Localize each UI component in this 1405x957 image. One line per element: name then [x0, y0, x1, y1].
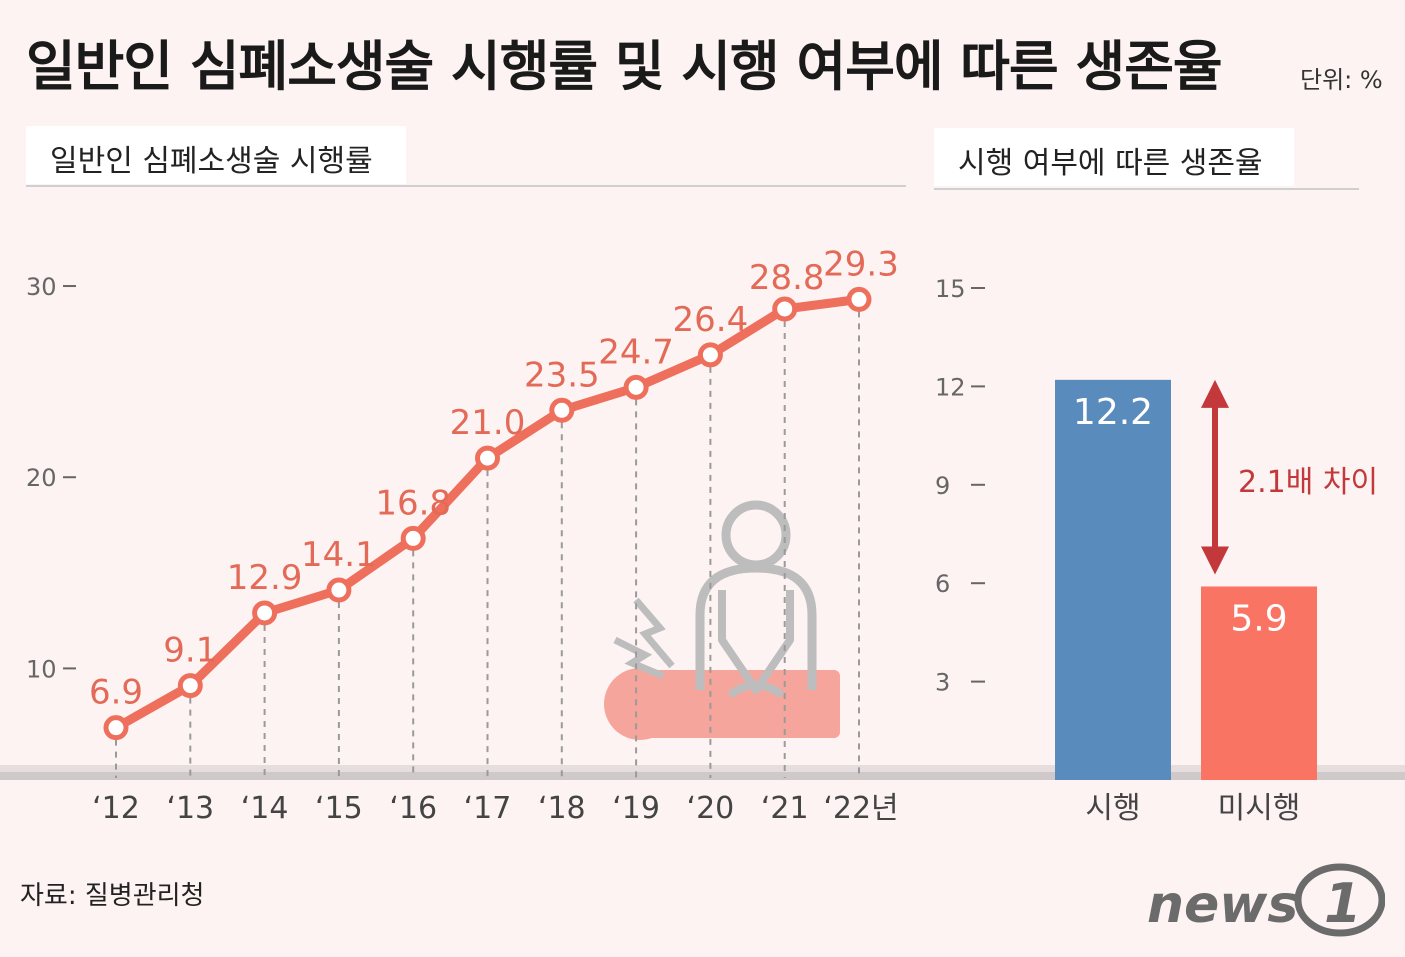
line-xtick-label: ‘22년 — [823, 791, 898, 826]
line-point — [252, 600, 278, 626]
line-value-label: 24.7 — [598, 332, 674, 372]
line-point — [475, 445, 500, 471]
line-xtick-label: ‘13 — [166, 791, 214, 826]
line-value-label: 12.9 — [227, 558, 303, 598]
line-value-label: 9.1 — [163, 631, 217, 671]
baseline-shadow — [0, 765, 1405, 772]
line-value-label: 29.3 — [823, 244, 899, 284]
line-point — [103, 715, 129, 741]
source-text: 자료: 질병관리청 — [20, 881, 205, 911]
bar-ytick-label: 12 — [935, 373, 966, 401]
bar-not-performed — [1201, 586, 1317, 780]
line-point — [326, 577, 352, 603]
cpr-person-icon — [604, 500, 840, 740]
line-xtick-label: ‘15 — [315, 791, 363, 826]
line-point — [772, 296, 798, 322]
line-value-label: 26.4 — [673, 300, 749, 340]
line-xtick-label: ‘16 — [389, 791, 437, 826]
line-value-label: 28.8 — [749, 258, 825, 298]
line-value-label: 6.9 — [89, 673, 143, 713]
line-value-label: 23.5 — [524, 355, 600, 395]
baseline — [0, 772, 1405, 780]
line-point — [400, 525, 426, 551]
line-value-label: 14.1 — [301, 535, 377, 575]
line-point — [623, 374, 649, 400]
line-xtick-label: ‘18 — [538, 791, 586, 826]
line-value-label: 21.0 — [450, 403, 526, 443]
bar-ytick-label: 15 — [935, 275, 966, 303]
bar-ytick-label: 6 — [935, 570, 950, 598]
unit-label: 단위: % — [1300, 66, 1383, 94]
line-point — [697, 342, 723, 368]
line-point — [177, 673, 203, 699]
line-ytick-label: 30 — [26, 273, 57, 301]
page-title: 일반인 심폐소생술 시행률 및 시행 여부에 따른 생존율 — [26, 35, 1223, 98]
bar-panel-divider — [934, 188, 1359, 190]
line-xtick-label: ‘17 — [464, 791, 512, 826]
line-point — [549, 397, 575, 423]
line-xtick-label: ‘21 — [761, 791, 809, 826]
bar-performed — [1055, 379, 1171, 780]
bar-chart-title: 시행 여부에 따른 생존율 — [934, 128, 1294, 186]
bar-xtick-label: 시행 — [1085, 791, 1140, 826]
line-panel-divider — [26, 185, 906, 187]
bar-ytick-label: 3 — [935, 669, 950, 697]
bar-value-label: 12.2 — [1073, 392, 1153, 433]
difference-arrow-down-icon — [1201, 546, 1229, 575]
line-xtick-label: ‘12 — [92, 791, 140, 826]
line-point — [846, 286, 872, 312]
line-xtick-label: ‘20 — [687, 791, 735, 826]
line-xtick-label: ‘19 — [612, 791, 660, 826]
line-value-label: 16.8 — [375, 483, 451, 523]
svg-text:news: news — [1147, 875, 1298, 935]
line-ytick-label: 20 — [26, 464, 57, 492]
line-xtick-label: ‘14 — [241, 791, 289, 826]
line-ytick-label: 10 — [26, 655, 57, 683]
bar-value-label: 5.9 — [1230, 598, 1287, 639]
svg-text:1: 1 — [1324, 872, 1362, 935]
line-chart-title: 일반인 심폐소생술 시행률 — [26, 126, 406, 184]
difference-annotation: 2.1배 차이 — [1238, 465, 1378, 500]
bar-xtick-label: 미시행 — [1218, 791, 1301, 826]
news1-logo: news 1 — [1147, 863, 1385, 937]
bar-ytick-label: 9 — [935, 472, 950, 500]
difference-arrow-up-icon — [1201, 379, 1229, 408]
